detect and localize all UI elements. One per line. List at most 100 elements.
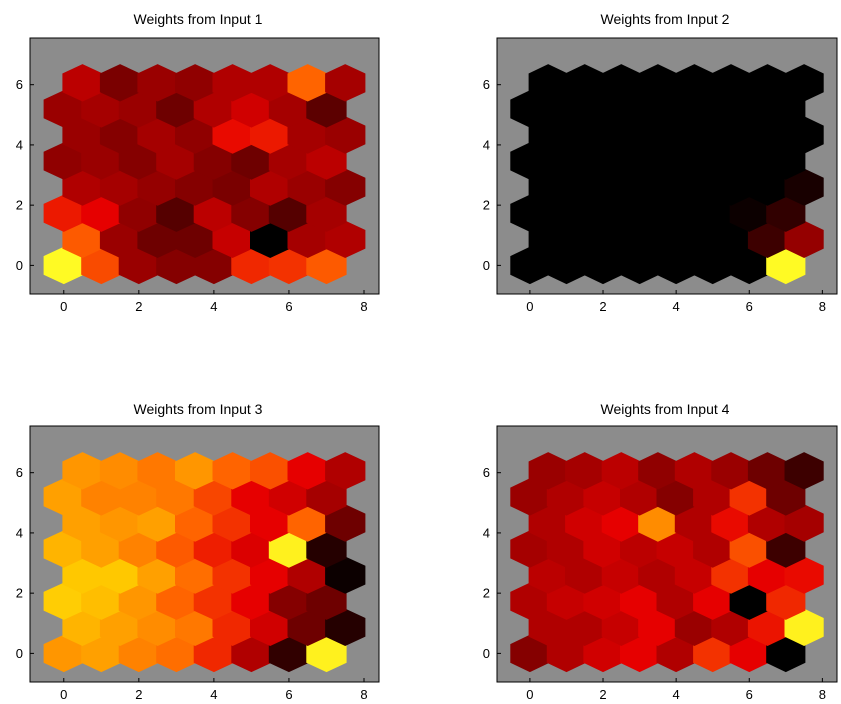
hex-cell <box>99 168 141 206</box>
hex-cell <box>156 634 197 673</box>
hex-cell <box>528 116 568 154</box>
hex-cell <box>43 246 84 285</box>
axes-frame <box>496 425 838 683</box>
hex-cell <box>81 142 122 180</box>
x-tick-label: 6 <box>285 687 292 702</box>
hex-cell <box>565 168 605 206</box>
hex-cell <box>620 530 660 568</box>
hex-cell <box>766 194 806 232</box>
hex-cell <box>510 246 550 285</box>
hex-cell <box>268 478 310 516</box>
hex-cell <box>546 582 587 620</box>
hex-cell <box>601 116 641 154</box>
x-tick-label: 2 <box>135 687 142 702</box>
hex-cell <box>565 116 605 154</box>
hex-cell <box>565 452 605 490</box>
hex-cell <box>137 116 178 154</box>
hex-cell <box>784 556 824 594</box>
hex-cell <box>81 478 122 516</box>
hex-cell <box>674 504 714 542</box>
hex-cell <box>137 64 178 102</box>
y-tick-label: 4 <box>483 525 490 540</box>
hex-cell <box>175 116 216 154</box>
panel-title: Weights from Input 1 <box>134 11 263 27</box>
hex-cell <box>729 478 769 516</box>
hex-cell <box>656 634 696 673</box>
x-tick-label: 0 <box>526 687 533 702</box>
hex-cell <box>656 90 696 128</box>
hex-cell <box>674 116 714 154</box>
hex-cell <box>528 64 568 102</box>
hex-cell <box>747 608 788 646</box>
hex-cell <box>306 634 347 673</box>
hex-cell <box>193 142 234 180</box>
hex-cell <box>583 634 623 673</box>
hex-cell <box>638 556 678 594</box>
hex-cell <box>693 142 733 180</box>
hex-cell <box>528 608 568 646</box>
hex-cell <box>693 530 733 568</box>
hex-cell <box>711 220 751 258</box>
hex-cell <box>693 90 733 128</box>
y-tick-label: 0 <box>16 258 23 273</box>
hex-cell <box>43 142 84 180</box>
hex-cell <box>638 116 678 154</box>
panel-weights-input-4: Weights from Input 4 0 2 4 6 8 0 2 4 6 <box>483 401 838 702</box>
hex-cell <box>287 504 328 542</box>
hex-cell <box>638 504 678 542</box>
hex-cell <box>583 194 623 232</box>
hex-cell <box>528 504 568 542</box>
hex-cell <box>193 582 234 620</box>
hex-cell <box>62 116 103 154</box>
hex-cell <box>231 194 272 232</box>
hex-cell <box>747 556 788 594</box>
hex-cell <box>287 168 328 206</box>
hex-cell <box>231 90 272 128</box>
hex-cell <box>137 608 178 646</box>
hex-cell <box>747 504 788 542</box>
y-tick-label: 2 <box>483 586 490 601</box>
hex-cell <box>601 452 641 490</box>
x-tick-label: 8 <box>819 687 826 702</box>
hex-cell <box>287 220 328 258</box>
hex-cell <box>137 504 178 542</box>
axes-frame <box>29 37 380 295</box>
hex-cell <box>656 478 696 516</box>
hex-cell <box>193 194 234 232</box>
hex-cell <box>674 452 714 490</box>
y-tick-label: 6 <box>16 77 23 92</box>
hex-cell <box>747 168 788 206</box>
hex-cell <box>118 478 159 516</box>
hex-cell <box>287 452 328 490</box>
y-tick-label: 4 <box>16 525 23 540</box>
hex-cell <box>747 220 788 258</box>
hex-cell <box>306 530 347 568</box>
hex-cell <box>250 608 291 646</box>
hex-cell <box>583 530 623 568</box>
hex-cell <box>729 90 769 128</box>
hex-cell <box>193 634 234 673</box>
hex-cell <box>601 168 641 206</box>
hex-cell <box>250 556 291 594</box>
x-tick-label: 0 <box>60 299 67 314</box>
hex-cell <box>193 530 234 568</box>
hex-cell <box>528 452 568 490</box>
hex-cell <box>118 194 159 232</box>
hex-cell <box>99 504 141 542</box>
hex-cell <box>620 90 660 128</box>
hex-cell <box>766 90 806 128</box>
x-tick-label: 2 <box>599 299 606 314</box>
hex-cell <box>693 194 733 232</box>
hex-cell <box>175 168 216 206</box>
hex-cell <box>711 64 751 102</box>
hex-cell <box>62 608 103 646</box>
hex-cell <box>583 478 623 516</box>
x-tick-label: 0 <box>60 687 67 702</box>
x-tick-label: 4 <box>210 687 217 702</box>
hex-cell <box>62 556 103 594</box>
x-tick-label: 8 <box>360 299 367 314</box>
hex-cell <box>325 504 366 542</box>
hex-cell <box>118 634 159 673</box>
hex-cell <box>268 90 310 128</box>
hex-cell <box>528 556 568 594</box>
